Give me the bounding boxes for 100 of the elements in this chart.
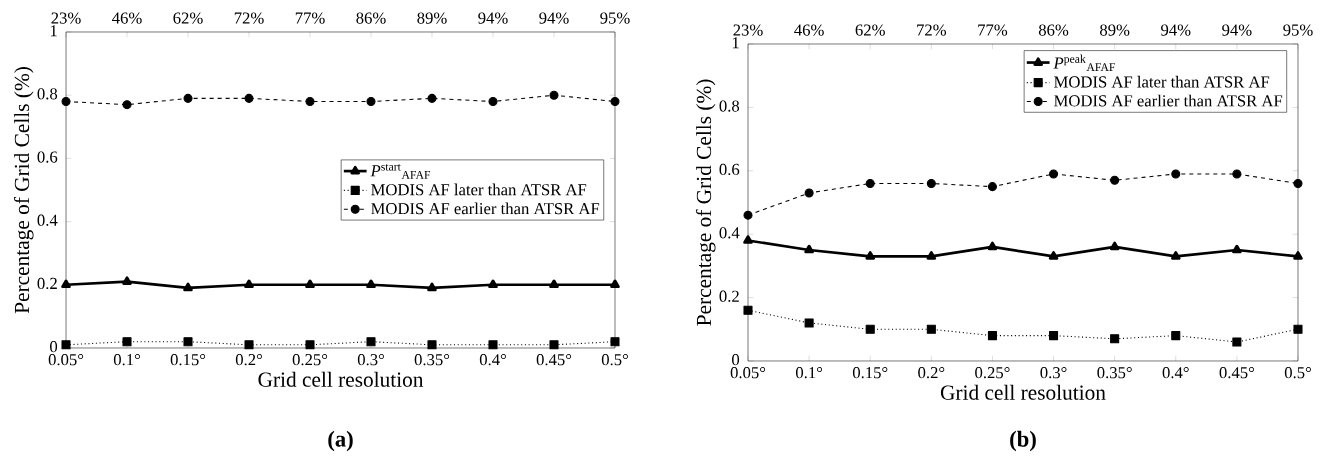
point <box>1171 331 1181 341</box>
point <box>1109 241 1120 251</box>
text: 23% <box>51 12 81 24</box>
point <box>1049 169 1059 179</box>
text: 72% <box>917 24 947 36</box>
x-tick-label: 0.15° <box>852 367 888 379</box>
x-tick-label: 0.35° <box>414 354 450 366</box>
x-tick-label: 0.3° <box>357 354 384 366</box>
point <box>804 188 814 198</box>
x-tick-label: 0.3° <box>1040 367 1067 379</box>
point <box>427 340 437 350</box>
y-tick-label: 0.8 <box>719 100 740 112</box>
y-tick-label: 0 <box>50 341 58 353</box>
point <box>366 337 376 347</box>
text: 95% <box>600 12 630 24</box>
y-tick-label: 1 <box>50 25 57 37</box>
text: 46% <box>794 24 824 36</box>
x-tick-label: 0.15° <box>170 354 206 366</box>
y-tick-label: 1 <box>732 37 739 49</box>
point <box>1110 334 1120 344</box>
point <box>1170 251 1181 260</box>
y-tick-label: 0.4 <box>37 214 58 227</box>
text: 86% <box>356 12 386 24</box>
x-tick-label: 0.45° <box>1219 367 1254 379</box>
point <box>183 282 193 292</box>
point <box>987 182 997 192</box>
point <box>488 340 498 350</box>
point <box>743 210 753 220</box>
point <box>987 241 998 251</box>
x-tick-label: 0.35° <box>1097 367 1132 379</box>
point <box>1232 337 1242 347</box>
x-axis-title: Grid cell resolution <box>258 371 424 387</box>
point <box>865 324 875 334</box>
point <box>743 235 753 245</box>
point <box>1232 244 1242 254</box>
point <box>926 324 936 334</box>
text: 77% <box>295 12 325 24</box>
point <box>427 93 437 104</box>
point <box>244 279 254 289</box>
point <box>865 179 875 189</box>
text: 94% <box>478 12 508 24</box>
x-tick-label: 0.5° <box>601 354 628 366</box>
point <box>427 282 437 292</box>
text: 94% <box>1222 24 1252 36</box>
point <box>488 279 498 289</box>
x-tick-label: 0.2° <box>235 354 262 366</box>
point <box>743 305 753 315</box>
x-tick-label: 0.25° <box>975 367 1010 379</box>
x-tick-label: 0.05° <box>48 354 84 366</box>
x-tick-label: 0.4° <box>479 354 506 366</box>
text: 62% <box>855 24 885 36</box>
point <box>1110 175 1120 185</box>
text: 94% <box>539 12 569 24</box>
y-tick-label: 0 <box>732 354 740 366</box>
legend-label: MODIS AF earlier than ATSR AF <box>371 202 600 215</box>
point <box>488 97 498 107</box>
point <box>610 279 620 289</box>
x-tick-label: 0.25° <box>292 354 328 366</box>
y-axis-title: Percentage of Grid Cells (%) <box>695 79 716 326</box>
text: 62% <box>173 12 203 24</box>
legend-label: P$^{peak}$AFAF <box>1053 54 1115 72</box>
legend-label: MODIS AF later than ATSR AF <box>1054 75 1270 88</box>
x-tick-label: 0.05° <box>730 367 766 379</box>
point <box>183 337 193 347</box>
legend-label: MODIS AF later than ATSR AF <box>371 183 587 196</box>
y-tick-label: 0.4 <box>719 227 740 239</box>
y-tick-label: 0.6 <box>37 151 58 163</box>
x-tick-label: 0.2° <box>918 367 945 379</box>
point <box>122 100 132 110</box>
text: 86% <box>1038 24 1069 36</box>
point <box>61 340 71 350</box>
point <box>1293 179 1303 189</box>
text: (a) <box>328 430 353 452</box>
y-tick-label: 0.8 <box>37 88 58 100</box>
text: (b) <box>1010 430 1036 452</box>
point <box>305 279 315 289</box>
y-tick-label: 0.6 <box>719 163 740 176</box>
text: 95% <box>1283 24 1313 36</box>
point <box>549 340 559 350</box>
text: 89% <box>417 12 447 24</box>
x-tick-label: 0.1° <box>113 354 140 366</box>
point <box>122 337 132 347</box>
point <box>804 244 814 254</box>
point <box>1293 324 1303 334</box>
point <box>926 251 937 260</box>
point <box>305 340 315 350</box>
point <box>549 279 559 289</box>
point <box>610 337 620 347</box>
point <box>1232 169 1242 179</box>
point <box>926 179 936 189</box>
point <box>1049 331 1059 341</box>
x-tick-label: 0.1° <box>795 367 823 379</box>
y-tick-label: 0.2 <box>37 277 57 290</box>
text: 46% <box>112 12 142 24</box>
text: 72% <box>234 12 264 24</box>
point <box>1293 251 1303 260</box>
point <box>122 276 132 286</box>
y-axis-title: Percentage of Grid Cells (%) <box>13 67 34 314</box>
x-tick-label: 0.4° <box>1162 367 1189 379</box>
point <box>549 90 559 100</box>
